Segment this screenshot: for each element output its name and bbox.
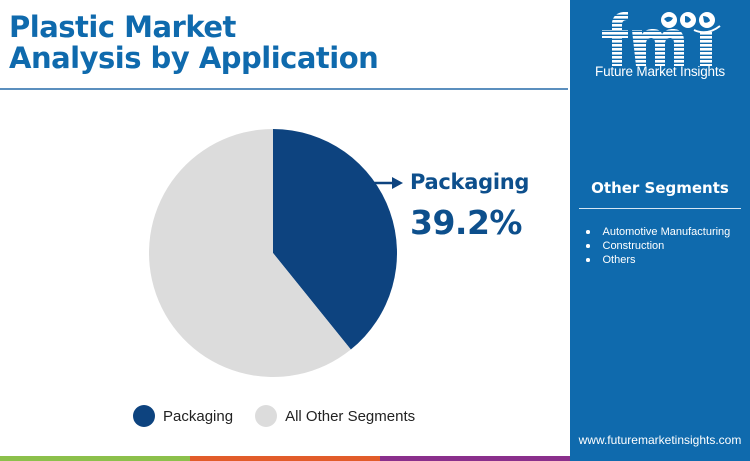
other-segments-list: Automotive Manufacturing Construction Ot… bbox=[584, 225, 730, 267]
pie-chart bbox=[148, 128, 398, 378]
bottom-bar-orange bbox=[190, 456, 380, 461]
other-segments-heading: Other Segments bbox=[591, 179, 729, 197]
bottom-bar-purple bbox=[380, 456, 570, 461]
list-item: Automotive Manufacturing bbox=[584, 225, 730, 239]
legend-label-other: All Other Segments bbox=[285, 407, 416, 425]
sidebar-panel: Future Market Insights Other Segments Au… bbox=[570, 0, 750, 461]
pie-slice-packaging bbox=[273, 129, 397, 350]
website-link[interactable]: www.futuremarketinsights.com bbox=[578, 433, 742, 447]
bullet-icon bbox=[586, 258, 590, 262]
title-divider bbox=[0, 88, 568, 90]
chart-legend: Packaging All Other Segments bbox=[133, 405, 437, 427]
title-line-2: Analysis by Application bbox=[9, 41, 379, 75]
list-item: Construction bbox=[584, 239, 730, 253]
logo-caption: Future Market Insights bbox=[595, 64, 725, 79]
legend-item-packaging: Packaging bbox=[133, 405, 233, 427]
panel-divider bbox=[579, 208, 741, 209]
bottom-bar-green bbox=[0, 456, 190, 461]
legend-item-other: All Other Segments bbox=[255, 405, 415, 427]
fmi-logo-icon bbox=[602, 11, 721, 66]
list-item: Others bbox=[584, 253, 730, 267]
page-title: Plastic Market Analysis by Application bbox=[9, 10, 379, 75]
callout-label: Packaging bbox=[410, 170, 530, 194]
legend-swatch-packaging bbox=[133, 405, 155, 427]
pie-slice-all-other-segments bbox=[148, 129, 351, 377]
arrow-right-icon bbox=[372, 177, 403, 189]
bullet-icon bbox=[586, 244, 590, 248]
title-line-1: Plastic Market bbox=[9, 10, 236, 44]
legend-label-packaging: Packaging bbox=[163, 407, 234, 425]
legend-swatch-other bbox=[255, 405, 278, 427]
callout-value: 39.2% bbox=[410, 203, 523, 242]
bullet-icon bbox=[586, 230, 590, 234]
